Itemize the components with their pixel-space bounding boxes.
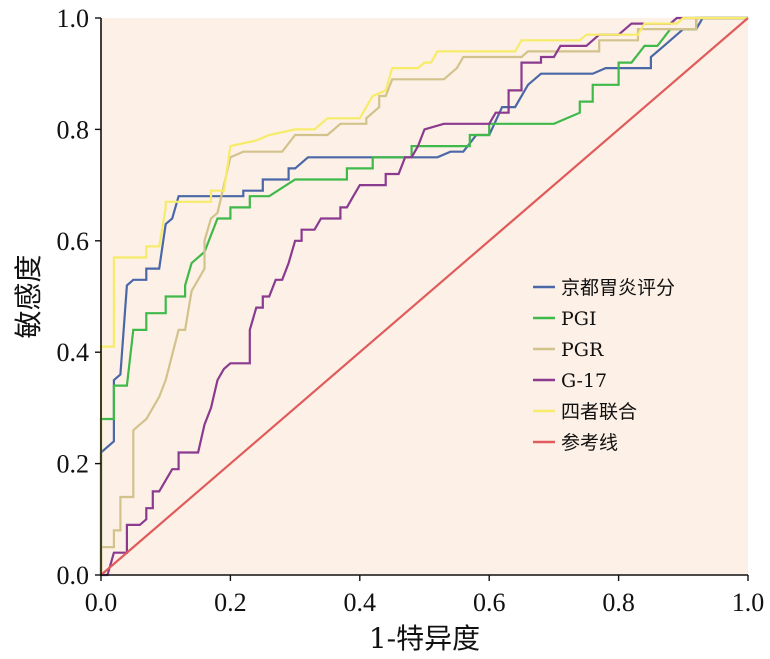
x-tick-label: 0.2	[214, 588, 247, 617]
legend-label: 京都胃炎评分	[561, 277, 675, 299]
y-axis-title: 敏感度	[12, 254, 45, 338]
axes	[100, 18, 748, 576]
x-tick-label: 0.4	[344, 588, 377, 617]
y-tick-label: 0.8	[57, 115, 90, 144]
y-tick-label: 1.0	[57, 4, 90, 33]
ticks: 0.0 0.2 0.4 0.6 0.8 1.0 0.0 0.2 0.4 0.6 0.8 1.0	[57, 4, 765, 617]
x-tick-label: 0.6	[473, 588, 506, 617]
x-axis-title: 1-特异度	[369, 622, 480, 655]
y-tick-label: 0.6	[57, 227, 90, 256]
legend-label: 参考线	[561, 432, 618, 454]
y-tick-label: 0.0	[57, 561, 90, 590]
x-tick-label: 0.0	[85, 588, 118, 617]
legend-label: 四者联合	[561, 401, 637, 423]
x-tick-label: 1.0	[732, 588, 765, 617]
series-line-3	[99, 16, 748, 575]
series-line-5	[99, 16, 748, 575]
series-line-4	[101, 16, 748, 577]
legend-label: PGⅠ	[561, 308, 596, 330]
legend-label: G-17	[561, 370, 607, 392]
series-line-6	[100, 17, 749, 576]
series-line-2	[99, 16, 748, 575]
x-tick-label: 0.8	[602, 588, 635, 617]
series-line-1	[99, 16, 748, 575]
y-tick-label: 0.4	[57, 338, 90, 367]
y-tick-label: 0.2	[57, 450, 90, 479]
legend-label: PGR	[561, 339, 604, 361]
series-lines	[99, 16, 749, 577]
